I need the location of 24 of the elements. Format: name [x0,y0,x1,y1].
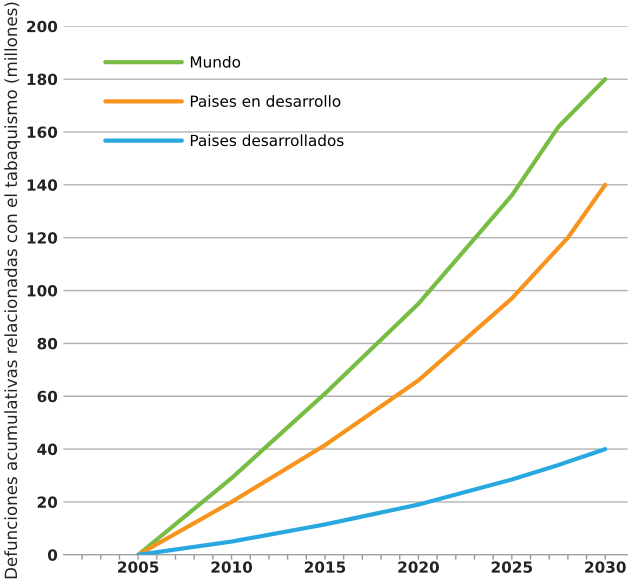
line-series [136,77,608,555]
y-tick-label: 180 [28,74,58,86]
legend-label: Mundo [190,56,240,68]
x-tick-label: 2005 [118,561,158,573]
y-tick-label: 40 [37,444,58,456]
y-tick-label: 200 [27,20,58,32]
y-tick-label: 0 [48,549,58,561]
y-tick-label: 100 [28,285,58,297]
y-tick-label: 160 [28,126,58,138]
x-tick-label: 2025 [492,561,532,573]
line-series [136,182,608,555]
y-tick-label: 20 [38,496,58,508]
y-tick-label: 140 [28,179,58,191]
x-tick-label: 2015 [304,561,346,573]
line-series [136,447,608,555]
legend-label: Paises en desarrollo [190,95,340,107]
x-tick-label: 2020 [398,561,439,573]
y-tick-label: 120 [28,232,58,244]
y-axis-title: Defunciones acumulativas relacionadas con el tabaquismo (millones) [4,2,20,578]
y-tick-label: 60 [38,390,58,402]
y-tick-label: 80 [38,338,58,350]
legend-label: Paises desarrollados [190,134,344,146]
x-tick-label: 2010 [212,561,252,573]
x-tick-label: 2030 [585,561,626,573]
